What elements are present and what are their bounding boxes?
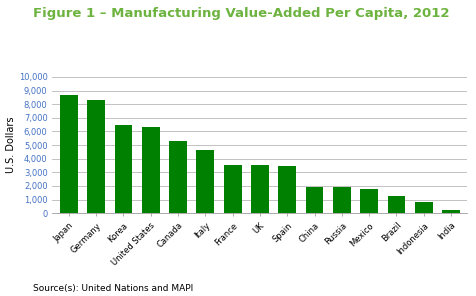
Bar	[250, 165, 268, 213]
Bar	[196, 150, 214, 213]
Bar	[305, 187, 323, 213]
Bar	[169, 141, 187, 213]
Bar	[87, 100, 105, 213]
Bar	[114, 125, 132, 213]
Bar	[332, 187, 350, 213]
Bar	[387, 196, 405, 213]
Bar	[414, 202, 432, 213]
Bar	[60, 95, 78, 213]
Bar	[141, 127, 159, 213]
Text: Figure 1 – Manufacturing Value-Added Per Capita, 2012: Figure 1 – Manufacturing Value-Added Per…	[33, 7, 449, 20]
Bar	[441, 210, 459, 213]
Bar	[278, 166, 296, 213]
Bar	[359, 189, 377, 213]
Bar	[223, 165, 241, 213]
Y-axis label: U.S. Dollars: U.S. Dollars	[6, 117, 16, 173]
Text: Source(s): United Nations and MAPI: Source(s): United Nations and MAPI	[33, 284, 193, 293]
